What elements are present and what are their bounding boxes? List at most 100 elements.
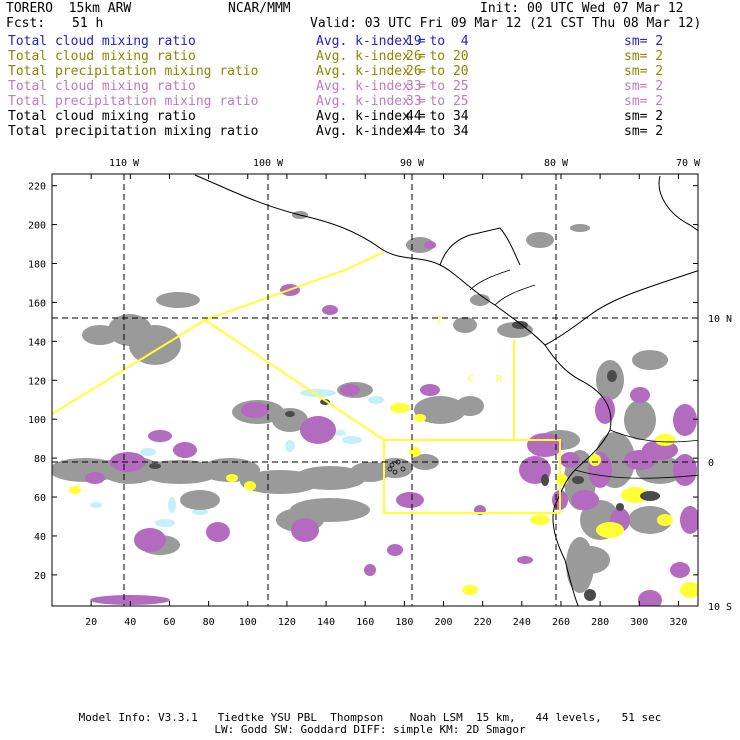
longitude-label: 70 W [676,158,701,169]
heavy-cloud-core [320,399,330,405]
precip-area [148,430,172,442]
legend-row: Total cloud mixing ratio Avg. k-index = 33… [8,79,728,94]
x-tick-label: 320 [669,617,687,628]
y-tick-label: 220 [28,182,46,193]
legend-field: Total precipitation mixing ratio [8,94,259,109]
domain-outline [384,340,515,441]
legend-range: 26 to 20 [406,49,469,64]
cloud-area [470,294,490,306]
init-time: Init: 00 UTC Wed 07 Mar 12 [480,1,684,16]
precip-area [517,556,533,564]
cloud-area [129,325,181,365]
legend-kindex: Avg. k-index = [316,124,426,139]
country-border [494,284,536,306]
y-tick-label: 140 [28,337,46,348]
cloud-area [570,224,590,232]
cloud-area [632,350,668,370]
x-tick-label: 240 [513,617,531,628]
legend-range: 33 to 25 [406,79,469,94]
map-label: I [436,315,442,326]
heavy-cloud-core [541,474,549,486]
longitude-label: 110 W [109,158,140,169]
x-tick-label: 280 [591,617,609,628]
cloud-area [570,546,610,574]
cloud-area [272,408,308,432]
light-precip-area [680,582,698,598]
legend-field: Total cloud mixing ratio [8,109,196,124]
map-label: C [468,374,474,385]
precip-area [85,472,105,484]
precip-area [364,564,376,576]
galapagos-island [400,466,406,472]
x-tick-label: 300 [630,617,648,628]
low-cloud-patch [368,396,384,404]
legend-kindex: Avg. k-index = [316,49,426,64]
legend-range: 44 to 34 [406,124,469,139]
cloud-area [624,400,656,440]
light-precip-area [589,454,601,466]
light-precip-area [596,522,624,538]
cloud-area [628,506,672,534]
y-tick-label: 160 [28,298,46,309]
model-title: TORERO 15km ARW [6,1,132,16]
precip-area [90,595,170,605]
x-tick-label: 260 [552,617,570,628]
y-tick-label: 40 [34,532,46,543]
longitude-label: 90 W [400,158,425,169]
x-tick-label: 80 [203,617,215,628]
legend-kindex: Avg. k-index = [316,64,426,79]
precip-area [670,562,690,578]
light-precip-area [657,514,673,526]
legend-row: Total precipitation mixing ratio Avg. k-i… [8,94,728,109]
legend-sm: sm= 2 [624,94,664,109]
legend-sm: sm= 2 [624,49,664,64]
legend-row: Total cloud mixing ratio Avg. k-index = 19… [8,34,728,49]
legend-field: Total precipitation mixing ratio [8,64,259,79]
precip-area [571,490,599,510]
low-cloud-patch [285,440,295,452]
y-tick-label: 180 [28,260,46,271]
x-tick-label: 20 [85,617,97,628]
latitude-label: 0 [708,458,714,469]
precip-area [241,402,269,418]
legend-range: 19 to 4 [406,34,469,49]
precip-area [173,442,197,458]
light-precip-area [69,486,81,494]
coastline [439,227,521,266]
cloud-area [156,292,200,308]
precip-area [527,433,563,457]
heavy-cloud-core [607,370,617,382]
cloud-area [453,317,477,333]
light-precip-area [226,474,238,482]
low-cloud-patch [155,519,175,527]
light-precip-area [390,403,410,413]
low-cloud-patch [192,509,208,515]
legend-sm: sm= 2 [624,124,664,139]
heavy-cloud-core [616,503,624,511]
precip-area [424,241,436,249]
country-border [574,469,698,479]
heavy-cloud-core [572,476,584,484]
legend-kindex: Avg. k-index = [316,109,426,124]
precip-area [673,404,697,436]
cloud-area [82,325,118,345]
light-precip-area [655,434,675,446]
legend-kindex: Avg. k-index = [316,34,426,49]
x-tick-label: 160 [356,617,374,628]
precip-area [387,544,403,556]
x-tick-label: 220 [474,617,492,628]
x-tick-label: 120 [278,617,296,628]
light-precip-area [462,585,478,595]
precip-area [595,396,615,424]
latitude-label: 10 S [708,602,732,613]
low-cloud-patch [140,448,156,456]
country-border [469,269,511,291]
precip-area [560,452,580,468]
legend-range: 33 to 25 [406,94,469,109]
x-tick-label: 180 [395,617,413,628]
low-cloud-patch [334,430,346,436]
legend-sm: sm= 2 [624,109,664,124]
cloud-area [456,396,484,416]
precip-area [638,590,662,606]
light-precip-area [244,481,256,491]
